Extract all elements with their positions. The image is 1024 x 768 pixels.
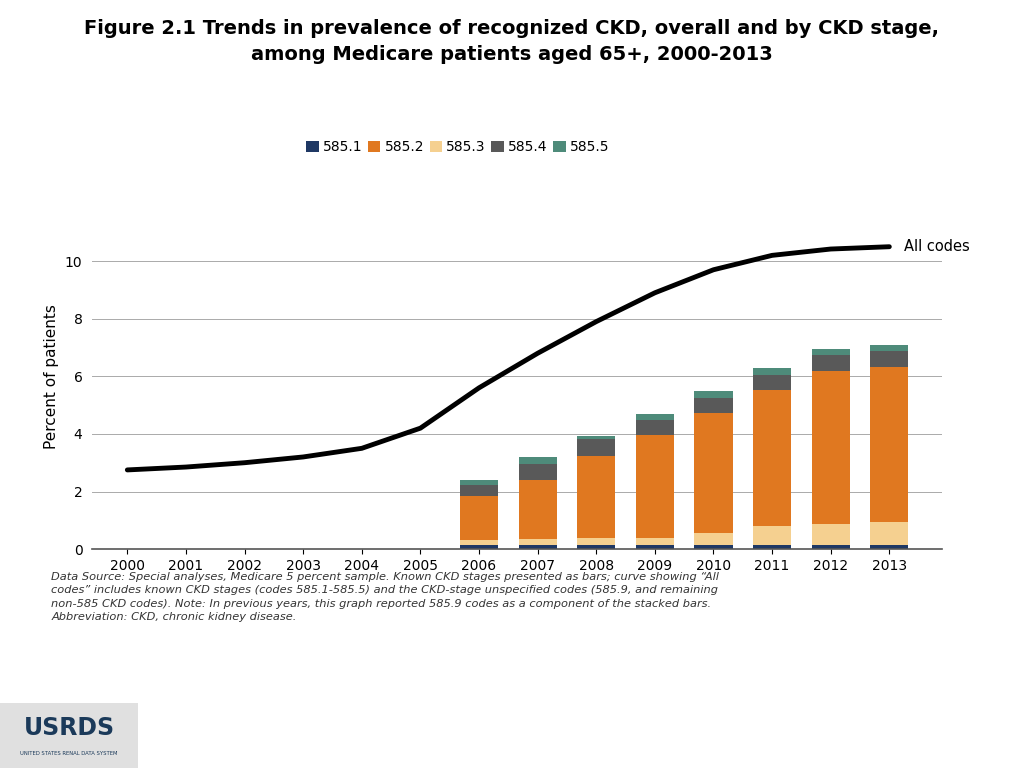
Text: All codes: All codes [904, 239, 970, 254]
Text: 7: 7 [982, 727, 994, 744]
Text: UNITED STATES RENAL DATA SYSTEM: UNITED STATES RENAL DATA SYSTEM [20, 751, 118, 756]
Bar [518, 539, 557, 545]
Y-axis label: Percent of patients: Percent of patients [44, 304, 59, 449]
Text: USRDS: USRDS [24, 716, 115, 740]
Bar [812, 356, 850, 371]
Bar [870, 345, 908, 351]
Bar [518, 465, 557, 480]
Bar [753, 390, 792, 526]
Bar [812, 524, 850, 545]
Bar [753, 526, 792, 545]
Bar [694, 413, 732, 533]
Bar [753, 375, 792, 390]
Bar [578, 436, 615, 439]
Bar [694, 391, 732, 398]
Bar [812, 371, 850, 524]
Bar [870, 366, 908, 522]
Bar [812, 545, 850, 549]
Bar [636, 545, 674, 549]
Bar [694, 545, 732, 549]
Bar [460, 540, 498, 545]
Bar [578, 439, 615, 456]
Legend: 585.1, 585.2, 585.3, 585.4, 585.5: 585.1, 585.2, 585.3, 585.4, 585.5 [300, 134, 614, 160]
Text: Vol 1, CKD, Ch 2: Vol 1, CKD, Ch 2 [436, 727, 588, 744]
Bar [870, 351, 908, 366]
Bar [694, 533, 732, 545]
Bar [870, 522, 908, 545]
Bar [518, 480, 557, 539]
Text: among Medicare patients aged 65+, 2000-2013: among Medicare patients aged 65+, 2000-2… [251, 45, 773, 64]
Bar [636, 435, 674, 538]
Bar [812, 349, 850, 356]
Bar [636, 419, 674, 435]
Bar [636, 538, 674, 545]
Bar [460, 495, 498, 540]
Bar [460, 480, 498, 485]
Bar [518, 457, 557, 465]
Bar [753, 545, 792, 549]
Bar [870, 545, 908, 549]
Text: Figure 2.1 Trends in prevalence of recognized CKD, overall and by CKD stage,: Figure 2.1 Trends in prevalence of recog… [85, 19, 939, 38]
Bar [753, 369, 792, 375]
Bar [460, 545, 498, 549]
Bar [694, 398, 732, 413]
Bar [578, 456, 615, 538]
Bar [460, 485, 498, 495]
Bar [578, 538, 615, 545]
Bar [518, 545, 557, 549]
Bar [578, 545, 615, 549]
Text: Data Source: Special analyses, Medicare 5 percent sample. Known CKD stages prese: Data Source: Special analyses, Medicare … [51, 572, 719, 622]
Bar [636, 415, 674, 419]
